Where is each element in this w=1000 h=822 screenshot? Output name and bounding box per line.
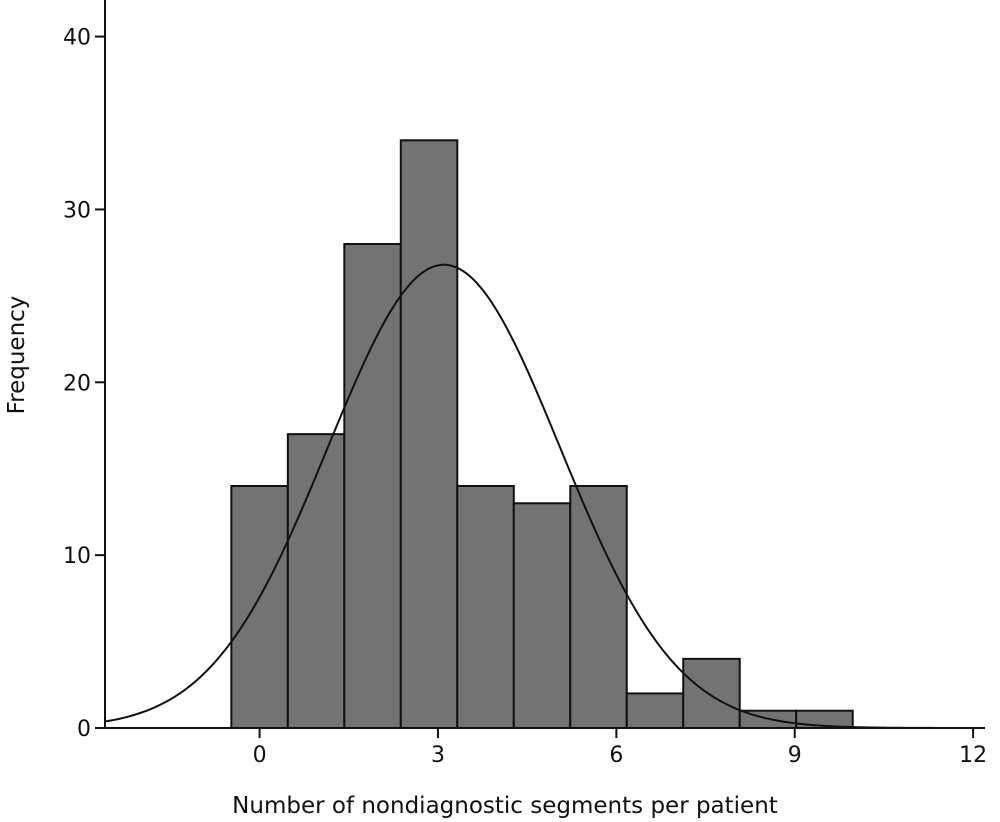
x-tick-label: 9 bbox=[788, 743, 802, 768]
histogram-bars bbox=[230, 139, 854, 730]
y-axis-title: Frequency bbox=[4, 296, 30, 415]
y-tick-label: 30 bbox=[63, 198, 91, 223]
histogram-bar bbox=[682, 657, 741, 729]
histogram-bar bbox=[456, 485, 515, 729]
x-tick-label: 12 bbox=[959, 743, 987, 768]
x-tick-label: 6 bbox=[609, 743, 623, 768]
histogram-bar bbox=[399, 139, 459, 730]
x-axis-ticks: 0 3 6 9 12 bbox=[253, 728, 987, 768]
histogram-bar bbox=[230, 485, 289, 729]
histogram-bar bbox=[625, 692, 685, 730]
x-axis-title: Number of nondiagnostic segments per pat… bbox=[232, 793, 778, 819]
y-tick-label: 10 bbox=[63, 544, 91, 569]
histogram-bar bbox=[343, 243, 402, 729]
x-tick-label: 0 bbox=[253, 743, 267, 768]
x-tick-label: 3 bbox=[431, 743, 445, 768]
histogram-bar bbox=[569, 485, 628, 729]
histogram-bar bbox=[512, 502, 572, 729]
y-tick-label: 0 bbox=[77, 717, 91, 742]
y-axis-ticks: 0 10 20 30 40 bbox=[63, 26, 105, 742]
y-tick-label: 40 bbox=[63, 26, 91, 51]
normal-distribution-curve bbox=[104, 263, 985, 729]
histogram-bar bbox=[286, 433, 346, 729]
y-tick-label: 20 bbox=[63, 371, 91, 396]
